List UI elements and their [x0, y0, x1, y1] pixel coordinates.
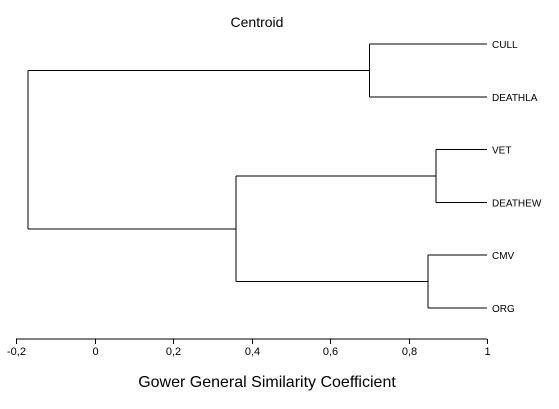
- x-tick-label: 0,8: [402, 346, 417, 358]
- leaf-label: VET: [492, 146, 511, 157]
- x-tick-label: -0,2: [7, 346, 26, 358]
- x-tick-label: 1: [484, 346, 490, 358]
- x-axis-label: Gower General Similarity Coefficient: [138, 374, 396, 391]
- x-tick-label: 0: [92, 346, 98, 358]
- leaf-label: DEATHLA: [492, 93, 538, 104]
- leaf-label: CMV: [492, 251, 515, 262]
- leaf-label: CULL: [492, 40, 518, 51]
- x-tick-label: 0,2: [166, 346, 181, 358]
- leaf-label: DEATHEW: [492, 198, 542, 209]
- x-tick-label: 0,6: [323, 346, 338, 358]
- chart-title: Centroid: [230, 14, 284, 30]
- x-tick-label: 0,4: [245, 346, 260, 358]
- leaf-label: ORG: [492, 304, 515, 315]
